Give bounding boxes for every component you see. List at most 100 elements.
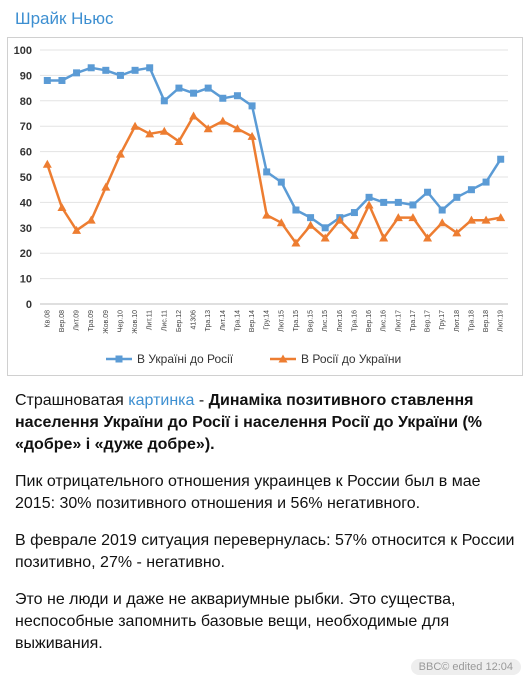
x-tick-label: Вер.18: [483, 310, 490, 332]
data-point: [175, 84, 183, 92]
legend-marker: [115, 355, 123, 363]
data-point: [248, 102, 256, 110]
data-point: [452, 228, 462, 237]
x-tick-label: Кв.08: [44, 310, 51, 328]
x-tick-label: Тра.09: [88, 310, 95, 332]
data-point: [145, 129, 155, 138]
data-point: [101, 182, 111, 191]
x-tick-label: Лис.15: [322, 310, 329, 332]
x-tick-label: Тра.13: [205, 310, 212, 332]
x-tick-label: Лит.11: [147, 310, 154, 330]
data-point: [73, 69, 81, 77]
data-point: [247, 131, 257, 140]
data-point: [263, 168, 271, 176]
post-meta: BBC© edited 12:04: [410, 659, 521, 675]
data-point: [424, 188, 432, 196]
x-tick-label: Бер.12: [176, 310, 183, 332]
data-point: [364, 200, 374, 209]
text-prefix: Страшноватая: [15, 392, 129, 409]
data-point: [190, 89, 198, 97]
x-tick-label: Вер.08: [59, 310, 66, 332]
data-point: [203, 124, 213, 133]
x-tick-label: Лит.14: [220, 310, 227, 331]
x-tick-label: Тра.17: [410, 310, 417, 332]
data-point: [262, 210, 272, 219]
data-point: [437, 218, 447, 227]
data-point: [189, 111, 199, 120]
data-point: [497, 155, 505, 163]
y-tick-label: 20: [20, 248, 32, 260]
image-link[interactable]: картинка: [128, 392, 195, 409]
x-tick-label: Тра.16: [351, 310, 358, 332]
data-point: [306, 220, 316, 229]
series-line: [46, 114, 501, 245]
data-point: [409, 201, 417, 209]
data-point: [42, 159, 52, 168]
data-point: [482, 178, 490, 186]
data-point: [380, 198, 388, 206]
data-point: [159, 126, 169, 135]
data-point: [218, 116, 228, 125]
x-tick-label: Лют.15: [278, 310, 285, 332]
data-point: [233, 92, 241, 100]
data-point: [466, 215, 476, 224]
y-tick-label: 10: [20, 274, 32, 286]
data-point: [453, 193, 461, 201]
post-body: Страшноватая картинка - Динаміка позитив…: [15, 390, 515, 670]
x-tick-label: Гру.17: [439, 310, 446, 330]
y-tick-label: 0: [26, 299, 32, 311]
x-tick-label: Лют.17: [395, 310, 402, 332]
x-tick-label: Вер.14: [249, 310, 256, 332]
data-point: [131, 66, 139, 74]
data-point: [394, 198, 402, 206]
y-tick-label: 40: [20, 197, 32, 209]
y-tick-label: 100: [14, 45, 32, 57]
legend-marker: [278, 354, 288, 363]
channel-name[interactable]: Шрайк Ньюс: [15, 9, 114, 28]
legend-label: В Україні до Росії: [137, 352, 234, 366]
data-point: [277, 178, 285, 186]
y-tick-label: 80: [20, 96, 32, 108]
text-separator: -: [194, 392, 209, 409]
data-point: [57, 202, 67, 211]
data-point: [307, 214, 315, 222]
data-point: [379, 233, 389, 242]
data-point: [86, 215, 96, 224]
data-point: [115, 149, 125, 158]
data-point: [467, 186, 475, 194]
y-tick-label: 30: [20, 223, 32, 235]
post-paragraph-4: Это не люди и даже не аквариумные рыбки.…: [15, 591, 456, 652]
post-paragraph-1: Страшноватая картинка - Динаміка позитив…: [15, 390, 515, 456]
data-point: [438, 206, 446, 214]
data-point: [496, 213, 506, 222]
chart-image[interactable]: 0 10 20 30 40 50 60 70 80 90 100 Кв.08 Вер.08 Лит.09 Т…: [7, 37, 523, 376]
post-paragraph-2: Пик отрицательного отношения украинцев к…: [15, 473, 481, 512]
data-point: [335, 215, 345, 224]
y-tick-label: 50: [20, 172, 32, 184]
data-point: [116, 71, 124, 79]
x-tick-label: Тра.15: [293, 310, 300, 332]
x-tick-label: Лют.19: [498, 310, 505, 332]
data-point: [393, 213, 403, 222]
data-point: [204, 84, 212, 92]
data-point: [423, 233, 433, 242]
x-tick-label: Гру.14: [264, 310, 271, 330]
x-tick-label: Чер.10: [117, 310, 124, 332]
data-point: [232, 124, 242, 133]
line-chart: 0 10 20 30 40 50 60 70 80 90 100 Кв.08 Вер.08 Лит.09 Т…: [14, 45, 508, 366]
data-point: [292, 206, 300, 214]
x-tick-label: Вер.16: [366, 310, 373, 332]
x-tick-label: Лит.09: [74, 310, 81, 331]
data-point: [43, 76, 51, 84]
x-tick-label: Лис.11: [161, 310, 168, 331]
x-tick-label: 41306: [191, 310, 198, 330]
post-paragraph-3: В феврале 2019 ситуация перевернулась: 5…: [15, 532, 515, 571]
data-point: [276, 218, 286, 227]
chart-caption: Динаміка позитивного ставлення населення…: [15, 392, 483, 453]
data-point: [320, 233, 330, 242]
data-point: [219, 94, 227, 102]
y-tick-label: 70: [20, 121, 32, 133]
x-tick-label: Вер.15: [308, 310, 315, 332]
data-point: [350, 209, 358, 217]
legend-label: В Росії до України: [301, 352, 401, 366]
